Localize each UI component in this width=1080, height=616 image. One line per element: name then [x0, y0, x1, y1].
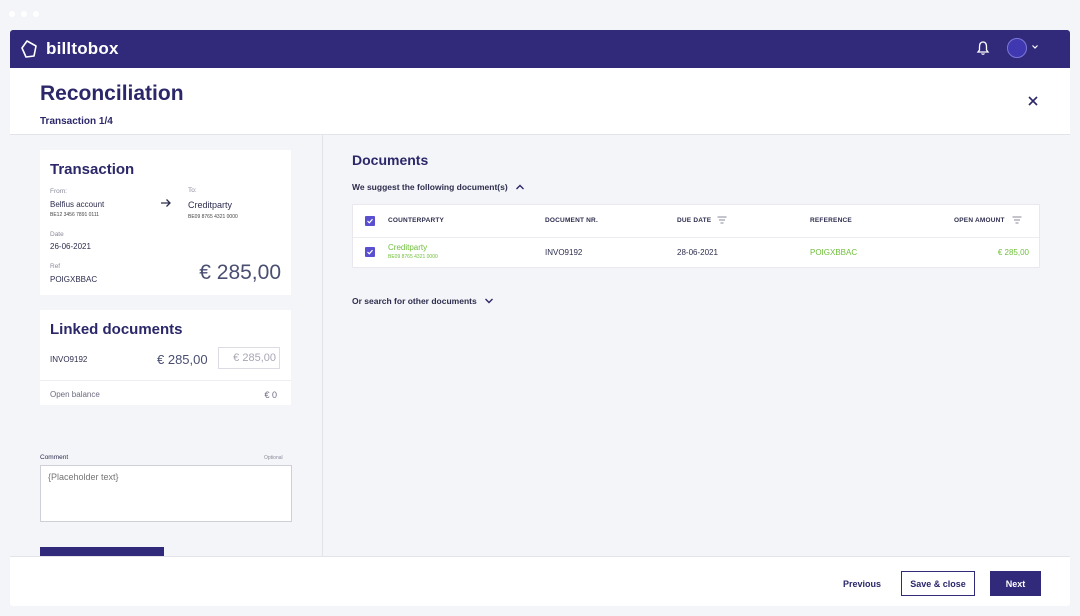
transaction-amount: € 285,00 — [199, 261, 281, 284]
to-iban: BE09 8765 4321 0000 — [188, 214, 238, 220]
chevron-down-icon[interactable] — [1031, 43, 1039, 51]
close-icon[interactable] — [1027, 95, 1039, 107]
row-counterparty[interactable]: Creditparty — [388, 243, 428, 252]
transaction-card: Transaction From: Belfius account BE12 3… — [40, 150, 291, 295]
column-reference[interactable]: REFERENCE — [810, 217, 852, 224]
previous-button[interactable]: Previous — [838, 571, 886, 596]
divider — [40, 380, 291, 381]
column-open-amount[interactable]: OPEN AMOUNT — [954, 217, 1005, 224]
filter-icon[interactable] — [1012, 216, 1022, 224]
comment-label: Comment — [40, 454, 69, 461]
logo[interactable]: billtobox — [20, 39, 119, 59]
transaction-date: 26-06-2021 — [50, 242, 91, 251]
from-name: Belfius account — [50, 200, 105, 209]
chevron-up-icon — [515, 184, 524, 190]
ref-label: Ref — [50, 263, 61, 270]
row-due-date: 28-06-2021 — [677, 248, 718, 257]
search-other-documents-toggle[interactable]: Or search for other documents — [352, 296, 494, 306]
footer-bar: Previous Save & close Next — [10, 556, 1070, 606]
top-navbar: billtobox — [10, 30, 1070, 68]
app-name: billtobox — [46, 39, 119, 58]
open-balance-value: € 0 — [264, 390, 277, 400]
transaction-title: Transaction — [50, 161, 135, 178]
row-checkbox[interactable] — [365, 247, 375, 257]
arrow-right-icon — [161, 199, 171, 207]
linked-document-amount: € 285,00 — [157, 352, 208, 367]
comment-field[interactable] — [40, 465, 292, 522]
page-subtitle: Transaction 1/4 — [40, 116, 113, 127]
row-document-nr: INVO9192 — [545, 248, 583, 257]
documents-panel: Documents We suggest the following docum… — [323, 135, 1070, 556]
window-dot — [21, 11, 27, 17]
transaction-ref: POIGXBBAC — [50, 275, 98, 284]
suggested-documents-label: We suggest the following document(s) — [352, 182, 508, 192]
column-due-date[interactable]: DUE DATE — [677, 217, 712, 224]
linked-documents-title: Linked documents — [50, 321, 183, 338]
documents-table: COUNTERPARTY DOCUMENT NR. DUE DATE REFER… — [352, 204, 1040, 268]
window-dot — [33, 11, 39, 17]
to-name: Creditparty — [188, 200, 233, 210]
checkbox-icon — [367, 249, 373, 255]
date-label: Date — [50, 231, 64, 238]
linked-document-number: INVO9192 — [50, 355, 88, 364]
linked-documents-card: Linked documents INVO9192 € 285,00 € 285… — [40, 310, 291, 405]
window-controls — [9, 11, 39, 17]
chevron-down-icon — [484, 298, 493, 304]
save-and-close-button[interactable]: Save & close — [901, 571, 975, 596]
column-document-nr[interactable]: DOCUMENT NR. — [545, 217, 598, 224]
to-label: To: — [188, 187, 197, 194]
from-label: From: — [50, 188, 67, 195]
row-open-amount: € 285,00 — [997, 248, 1029, 257]
documents-title: Documents — [352, 152, 429, 168]
bell-icon[interactable] — [976, 40, 990, 56]
optional-label: Optional — [264, 455, 283, 461]
column-counterparty[interactable]: COUNTERPARTY — [388, 217, 445, 224]
avatar[interactable] — [1007, 38, 1027, 58]
checkbox-icon — [367, 218, 373, 224]
next-button[interactable]: Next — [990, 571, 1041, 596]
open-balance-label: Open balance — [50, 390, 100, 399]
table-header: COUNTERPARTY DOCUMENT NR. DUE DATE REFER… — [353, 205, 1039, 238]
window-dot — [9, 11, 15, 17]
search-other-documents-label: Or search for other documents — [352, 296, 477, 306]
filter-icon[interactable] — [717, 216, 727, 224]
select-all-checkbox[interactable] — [365, 216, 375, 226]
page-header: Reconciliation Transaction 1/4 — [10, 68, 1070, 135]
app-window: billtobox Reconciliation Transaction 1/4… — [10, 30, 1070, 606]
suggested-documents-toggle[interactable]: We suggest the following document(s) — [352, 182, 525, 192]
row-reference[interactable]: POIGXBBAC — [810, 248, 858, 257]
logo-icon — [21, 40, 37, 58]
linked-amount-input[interactable]: € 285,00 — [218, 347, 280, 369]
row-iban: BE09 8765 4321 0000 — [388, 254, 438, 260]
left-panel: Transaction From: Belfius account BE12 3… — [10, 135, 323, 572]
page-title: Reconciliation — [40, 82, 184, 105]
from-iban: BE12 3456 7891 0111 — [50, 212, 100, 218]
